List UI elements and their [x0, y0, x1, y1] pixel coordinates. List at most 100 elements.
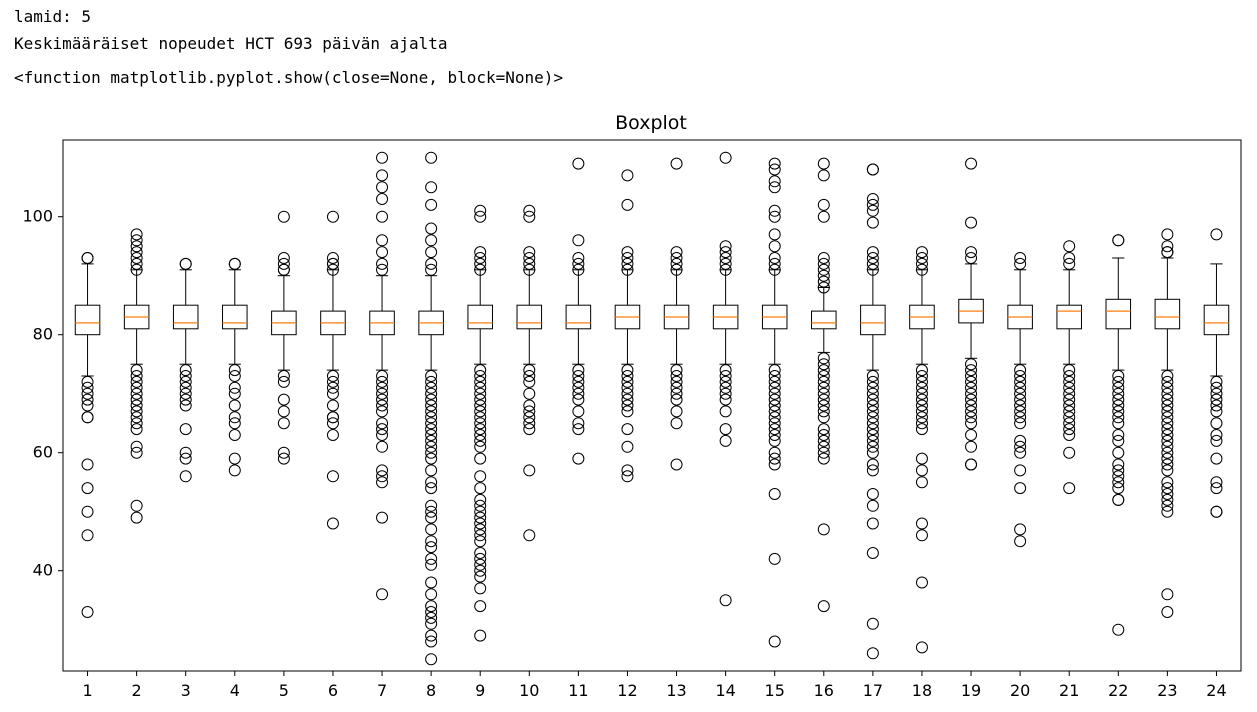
flier-point [425, 617, 438, 630]
flier-point [572, 364, 585, 377]
flier-point [1112, 405, 1125, 418]
flier-point [1210, 505, 1223, 518]
flier-point [1112, 234, 1125, 247]
box-group-2 [123, 228, 150, 524]
flier-point [719, 423, 732, 436]
x-tick-label: 10 [519, 681, 539, 700]
flier-point [866, 517, 879, 530]
flier-point [1112, 482, 1125, 495]
flier-point [719, 393, 732, 406]
flier-point [523, 204, 536, 217]
flier-point [621, 387, 634, 400]
flier-point [326, 210, 339, 223]
flier-point [572, 252, 585, 264]
flier-point [866, 393, 879, 406]
flier-point [474, 482, 487, 495]
flier-point [817, 393, 830, 406]
flier-point [915, 452, 928, 465]
flier-point [621, 405, 634, 418]
flier-point [474, 417, 487, 430]
flier-point [326, 470, 339, 483]
flier-point [425, 440, 438, 453]
flier-point [1161, 246, 1174, 259]
flier-point [425, 476, 438, 489]
flier-point [915, 252, 928, 264]
flier-point [1210, 375, 1223, 388]
flier-point [1161, 440, 1174, 453]
flier-point [1014, 375, 1027, 388]
flier-point [915, 257, 928, 270]
flier-point [866, 429, 879, 441]
flier-point [1161, 464, 1174, 477]
flier-point [866, 446, 879, 459]
flier-point [474, 552, 487, 565]
flier-point [1063, 446, 1076, 459]
flier-point [768, 399, 781, 412]
flier-point [572, 370, 585, 382]
flier-point [1063, 423, 1076, 436]
flier-point [1210, 405, 1223, 418]
flier-point [866, 423, 879, 436]
flier-point [425, 600, 438, 613]
flier-point [768, 228, 781, 241]
flier-point [523, 370, 536, 382]
flier-point [1063, 387, 1076, 400]
flier-point [425, 411, 438, 424]
flier-point [866, 488, 879, 500]
x-tick-label: 11 [568, 681, 588, 700]
flier-point [768, 163, 781, 176]
flier-point [866, 198, 879, 211]
flier-point [425, 399, 438, 412]
flier-point [670, 405, 683, 418]
flier-point [425, 387, 438, 400]
box [565, 304, 592, 330]
x-tick-label: 15 [765, 681, 785, 700]
flier-point [376, 588, 389, 601]
flier-point [866, 375, 879, 388]
flier-point [474, 505, 487, 518]
flier-point [179, 381, 192, 394]
flier-point [1063, 381, 1076, 394]
flier-point [425, 629, 438, 642]
flier-point [572, 417, 585, 430]
flier-point [1161, 393, 1174, 406]
flier-point [1063, 393, 1076, 406]
flier-point [1161, 375, 1174, 388]
flier-point [425, 523, 438, 536]
box-group-11 [565, 157, 592, 465]
flier-point [1112, 476, 1125, 489]
box-group-13 [663, 157, 690, 471]
flier-point [670, 364, 683, 377]
flier-point [1063, 370, 1076, 382]
flier-point [523, 210, 536, 223]
flier-point [474, 375, 487, 388]
flier-point [621, 263, 634, 276]
flier-point [572, 452, 585, 465]
box-group-15 [761, 157, 788, 648]
flier-point [474, 263, 487, 276]
flier-point [817, 423, 830, 436]
flier-point [376, 470, 389, 483]
flier-point [1014, 440, 1027, 453]
box [74, 304, 101, 336]
flier-point [474, 517, 487, 530]
flier-point [277, 252, 290, 264]
flier-point [1063, 399, 1076, 412]
flier-point [277, 405, 290, 418]
x-tick-label: 21 [1059, 681, 1079, 700]
flier-point [474, 558, 487, 571]
flier-point [425, 381, 438, 394]
flier-point [1161, 417, 1174, 430]
box [1105, 298, 1132, 330]
flier-point [621, 370, 634, 382]
flier-point [1063, 375, 1076, 388]
flier-point [621, 464, 634, 477]
flier-point [965, 411, 978, 424]
flier-point [572, 405, 585, 418]
flier-point [719, 263, 732, 276]
flier-point [572, 257, 585, 270]
flier-point [768, 204, 781, 217]
flier-point [1014, 434, 1027, 447]
flier-point [915, 576, 928, 589]
flier-point [376, 429, 389, 441]
